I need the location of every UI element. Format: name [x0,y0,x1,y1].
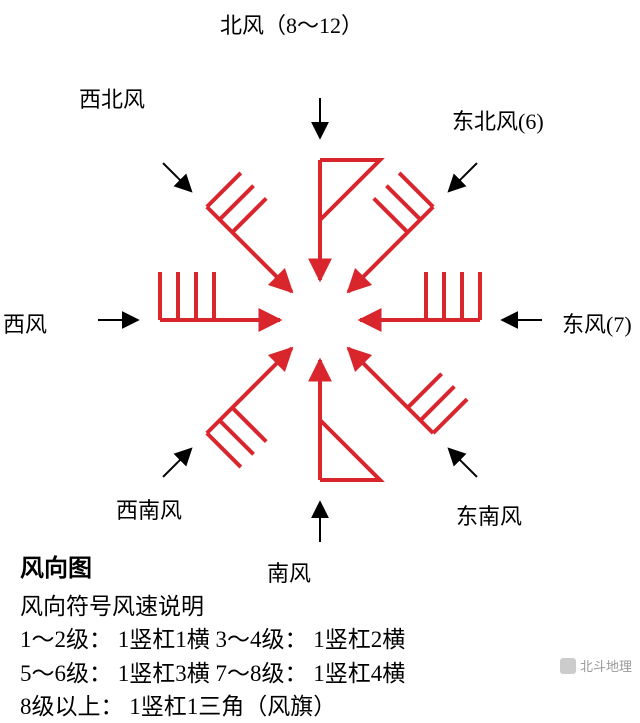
legend-row: 8级以上： 1竖杠1三角（风旗） [20,690,405,723]
wind-label-southeast: 东南风 [456,499,522,531]
legend-row: 5～6级： 1竖杠3横 7～8级： 1竖杠4横 [20,657,405,690]
wind-label-south: 南风 [267,556,311,588]
diagram-title: 风向图 [20,548,92,583]
legend-block: 风向符号风速说明 1～2级： 1竖杠1横 3～4级： 1竖杠2横 5～6级： 1… [20,590,405,723]
pointer-arrow-northwest [163,163,191,191]
wind-label-northeast: 东北风(6) [452,104,544,136]
wind-label-northwest: 西北风 [79,82,145,114]
wind-pennant-south [320,420,380,480]
legend-row: 1～2级： 1竖杠1横 3～4级： 1竖杠2横 [20,623,405,656]
pointer-arrow-southeast [449,449,477,477]
watermark-text: 北斗地理 [580,656,632,675]
wind-label-west: 西风 [3,307,47,339]
watermark: 北斗地理 [560,656,632,675]
wechat-icon [560,658,576,674]
wind-label-southwest: 西南风 [116,493,182,525]
pointer-arrow-southwest [163,449,191,477]
wind-label-north: 北风（8～12） [220,8,363,40]
pointer-arrow-northeast [449,163,477,191]
legend-heading: 风向符号风速说明 [20,590,405,623]
wind-label-east: 东风(7) [562,307,632,339]
wind-pennant-north [320,160,380,220]
